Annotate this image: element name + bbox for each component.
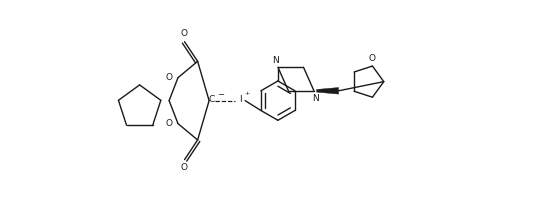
Text: O: O [369,54,376,63]
Text: O: O [180,163,187,172]
Text: N: N [312,93,319,103]
Polygon shape [317,88,339,94]
Text: O: O [165,119,173,128]
Text: O: O [165,73,173,82]
Text: I: I [239,95,241,105]
Text: +: + [245,91,250,96]
Text: C: C [209,95,215,105]
Text: −: − [217,90,224,99]
Text: O: O [180,29,187,38]
Text: N: N [272,55,280,65]
